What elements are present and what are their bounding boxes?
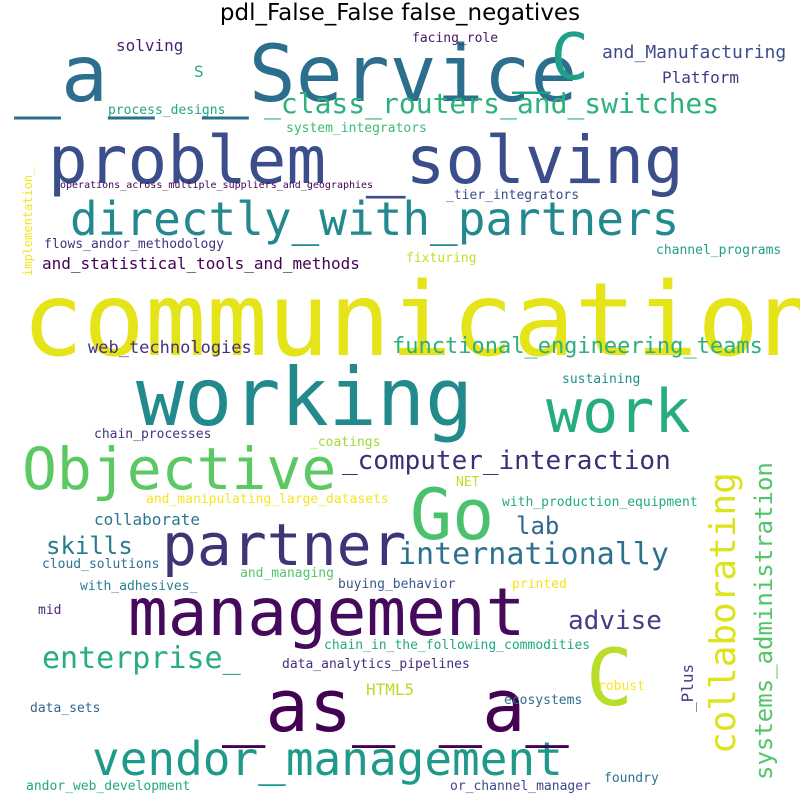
word-cloud-word: chain_in_the_following_commodities bbox=[324, 638, 591, 653]
word-cloud-word: data_analytics_pipelines bbox=[282, 657, 470, 672]
word-cloud-word: and_manipulating_large_datasets bbox=[146, 492, 389, 507]
word-cloud-word: _computer_interaction bbox=[342, 446, 671, 476]
word-cloud-word: solving bbox=[116, 36, 184, 55]
word-cloud-word: facing_role bbox=[412, 31, 499, 46]
word-cloud-word: with_production_equipment bbox=[502, 495, 698, 510]
word-cloud-word: data_sets bbox=[30, 701, 101, 716]
word-cloud-word: and_statistical_tools_and_methods bbox=[42, 254, 360, 273]
word-cloud-word: Objective bbox=[22, 435, 337, 503]
word-cloud-word: web_technologies bbox=[88, 338, 252, 358]
word-cloud-word: _as_ _a_ bbox=[222, 664, 569, 748]
word-cloud-word: process_designs bbox=[108, 103, 226, 118]
word-cloud-word: channel_programs bbox=[656, 243, 782, 258]
word-cloud-word: buying_behavior bbox=[338, 577, 456, 592]
word-cloud-word: robust bbox=[598, 679, 645, 694]
word-cloud-word: fixturing bbox=[406, 251, 477, 266]
word-cloud-word: work bbox=[546, 377, 691, 447]
word-cloud-word: working bbox=[136, 351, 474, 444]
word-cloud-word: chain_processes bbox=[94, 427, 212, 442]
word-cloud-word: system_integrators bbox=[286, 121, 427, 136]
word-cloud-word: lab bbox=[516, 512, 560, 540]
word-cloud-word: internationally bbox=[398, 537, 669, 572]
word-cloud-word: S bbox=[194, 62, 204, 81]
chart-title: pdl_False_False false_negatives bbox=[219, 0, 581, 26]
word-cloud-word: problem _solving bbox=[48, 122, 684, 199]
word-cloud-word: communication bbox=[22, 261, 800, 380]
word-cloud-word: cloud_solutions bbox=[42, 557, 160, 572]
word-cloud-word: _C bbox=[512, 21, 590, 95]
word-cloud-word: advise bbox=[568, 606, 662, 636]
word-cloud-word: _a_ _Service bbox=[14, 30, 578, 120]
word-cloud-word: flows_andor_methodology bbox=[44, 237, 225, 252]
word-cloud-word: _class_routers_and_switches bbox=[264, 87, 720, 120]
word-cloud-word: and_Manufacturing bbox=[602, 42, 787, 63]
word-cloud-word: Platform bbox=[662, 68, 740, 87]
word-cloud-word: enterprise_ bbox=[42, 641, 241, 676]
word-cloud-word: _Plus bbox=[678, 663, 697, 712]
word-cloud-word: HTML5 bbox=[366, 680, 415, 699]
word-cloud-word: with_adhesives_ bbox=[80, 579, 198, 594]
word-cloud-word: implementation_ bbox=[21, 167, 35, 276]
word-cloud-word: systems_administration bbox=[750, 462, 778, 780]
word-cloud-word: functional_engineering_teams bbox=[392, 334, 763, 359]
word-cloud-word: vendor_management bbox=[92, 732, 563, 786]
word-cloud-word: _tier_integrators bbox=[446, 188, 580, 203]
word-cloud-word: printed bbox=[512, 577, 567, 592]
word-cloud-word: operations_across_multiple_suppliers_and… bbox=[60, 180, 374, 191]
word-cloud-word: NET bbox=[456, 475, 480, 490]
word-cloud-word: foundry bbox=[604, 771, 659, 786]
word-cloud-word: andor_web_development bbox=[26, 779, 191, 794]
word-cloud-word: ecosystems bbox=[504, 693, 583, 708]
word-cloud-word: collaborate bbox=[94, 510, 200, 529]
word-cloud-word: sustaining bbox=[562, 372, 641, 387]
word-cloud-word: management bbox=[128, 574, 526, 651]
word-cloud-word: _coatings bbox=[310, 435, 381, 450]
word-cloud-word: or_channel_manager bbox=[450, 779, 591, 794]
word-cloud-word: Go bbox=[410, 474, 495, 556]
word-cloud-word: C bbox=[586, 634, 633, 724]
word-cloud-word: and_managing bbox=[240, 566, 334, 581]
word-cloud-word: mid bbox=[38, 603, 62, 618]
word-cloud-word: directly_with_partners bbox=[70, 192, 680, 246]
word-cloud-word: partner bbox=[162, 511, 407, 579]
word-cloud-word: collaborating bbox=[703, 472, 744, 754]
word-cloud-word: skills bbox=[46, 532, 133, 560]
